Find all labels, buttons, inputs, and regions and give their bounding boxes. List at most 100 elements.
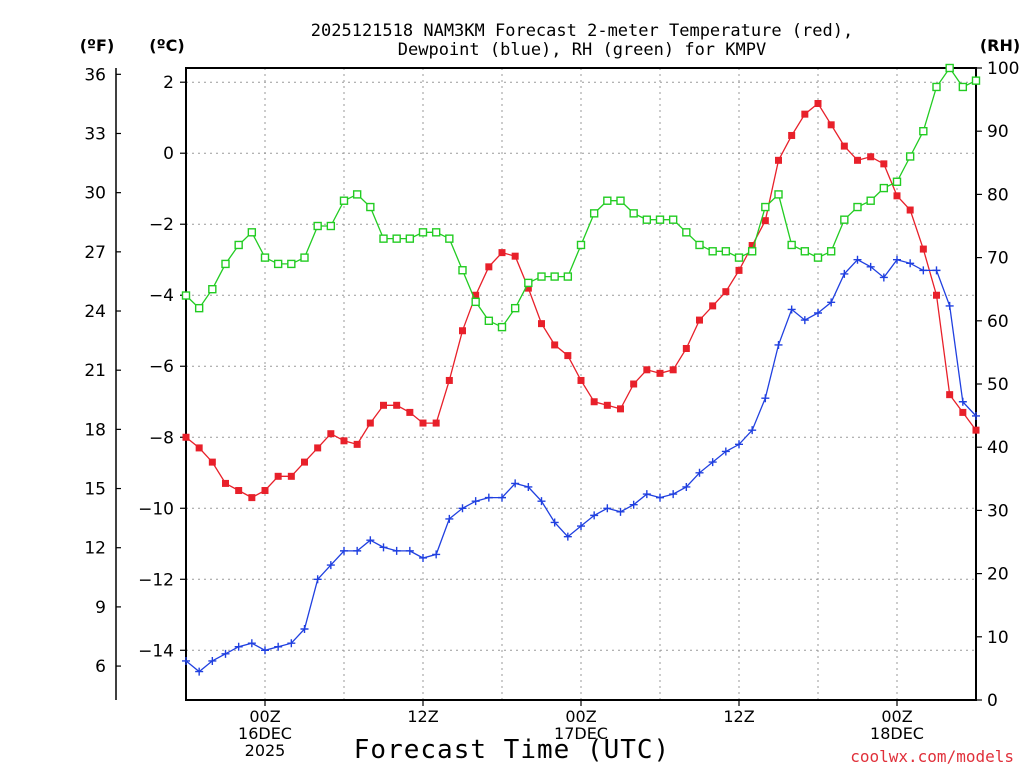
dewpoint-point xyxy=(550,518,559,527)
celsius-tick-label: 0 xyxy=(163,144,174,164)
temperature-point xyxy=(827,121,835,129)
rh-point xyxy=(550,272,559,281)
rh-tick-label: 0 xyxy=(987,691,998,711)
temperature-point xyxy=(709,302,717,310)
dewpoint-point xyxy=(182,656,190,665)
temperature-point xyxy=(222,479,229,487)
temperature-point xyxy=(669,366,677,374)
fahrenheit-tick-label: 30 xyxy=(84,184,106,204)
rh-point xyxy=(524,278,533,288)
dewpoint-point xyxy=(721,447,730,456)
fahrenheit-tick-label: 33 xyxy=(84,124,106,144)
temperature-point xyxy=(182,433,190,441)
rh-point xyxy=(668,215,678,224)
temperature-point xyxy=(761,217,769,225)
temperature-point xyxy=(564,352,572,360)
dewpoint-point xyxy=(642,490,651,499)
rh-tick-label: 40 xyxy=(987,438,1009,458)
rh-point xyxy=(603,196,612,205)
fahrenheit-tick-label: 6 xyxy=(95,657,106,677)
rh-tick-label: 10 xyxy=(987,628,1009,648)
dewpoint-point xyxy=(656,493,664,502)
rh-point xyxy=(379,234,388,243)
celsius-tick-label: −8 xyxy=(149,428,174,448)
dewpoint-point xyxy=(879,273,888,282)
rh-point xyxy=(905,152,915,161)
rh-point xyxy=(866,196,875,205)
temperature-point xyxy=(748,242,756,250)
temperature-point xyxy=(617,405,624,413)
temperature-point xyxy=(854,156,861,164)
rh-point xyxy=(510,303,520,313)
fahrenheit-tick-label: 27 xyxy=(84,243,106,263)
dewpoint-point xyxy=(261,646,269,655)
temperature-point xyxy=(801,110,809,118)
rh-point xyxy=(352,190,362,199)
series-relative-humidity xyxy=(181,63,981,332)
temperature-point xyxy=(880,160,888,168)
temperature-point xyxy=(445,376,453,384)
rh-point xyxy=(892,177,902,186)
rh-point xyxy=(734,253,744,262)
rh-point xyxy=(853,202,862,212)
dewpoint-point xyxy=(326,561,335,570)
dewpoint-point xyxy=(972,411,980,420)
temperature-point xyxy=(261,487,269,495)
temperature-point xyxy=(366,419,374,427)
rh-point xyxy=(576,240,586,250)
rh-point xyxy=(958,82,968,92)
temperature-point xyxy=(472,291,480,299)
dewpoint-point xyxy=(287,639,296,648)
celsius-tick-label: −10 xyxy=(138,499,174,519)
rh-point xyxy=(945,63,954,73)
dewpoint-point xyxy=(511,479,520,488)
rh-point xyxy=(260,253,270,262)
rh-point xyxy=(445,234,454,243)
rh-point xyxy=(181,291,191,300)
fahrenheit-tick-label: 15 xyxy=(84,480,106,500)
temperature-point xyxy=(735,266,743,274)
rh-point xyxy=(708,247,717,256)
rh-point xyxy=(787,240,796,250)
temperature-point xyxy=(840,142,848,150)
dewpoint-point xyxy=(247,639,256,648)
dewpoint-point xyxy=(945,301,954,310)
temperature-point xyxy=(274,472,282,480)
rh-unit-label: (RH) xyxy=(980,36,1020,55)
dewpoint-point xyxy=(866,262,875,271)
chart-title: 2025121518 NAM3KM Forecast 2-meter Tempe… xyxy=(311,21,853,41)
series-layer xyxy=(181,63,981,676)
fahrenheit-tick-label: 21 xyxy=(84,361,106,381)
temperature-point xyxy=(893,192,901,200)
dewpoint-point xyxy=(748,426,757,435)
temperature-point xyxy=(933,291,940,299)
rh-point xyxy=(840,215,849,224)
temperature-point xyxy=(340,437,348,445)
rh-point xyxy=(813,253,823,262)
temperature-point xyxy=(485,263,493,271)
fahrenheit-tick-label: 36 xyxy=(84,65,106,85)
rh-point xyxy=(497,322,507,332)
rh-tick-label: 80 xyxy=(987,185,1009,205)
rh-point xyxy=(932,82,941,92)
temperature-point xyxy=(538,320,545,328)
temperature-point xyxy=(919,245,927,253)
rh-point xyxy=(339,196,349,205)
rh-point xyxy=(300,253,309,262)
temperature-point xyxy=(393,401,401,409)
dewpoint-point xyxy=(300,624,309,633)
temperature-point xyxy=(722,288,730,296)
rh-point xyxy=(589,209,599,218)
temperature-point xyxy=(682,344,690,352)
dewpoint-point xyxy=(563,532,572,541)
temperature-point xyxy=(459,327,466,335)
rh-point xyxy=(642,215,652,224)
celsius-tick-label: −2 xyxy=(149,215,174,235)
fahrenheit-tick-label: 12 xyxy=(84,539,106,559)
celsius-tick-label: −6 xyxy=(149,357,174,377)
rh-point xyxy=(221,259,230,269)
dewpoint-point xyxy=(498,493,506,502)
rh-tick-label: 100 xyxy=(987,59,1019,79)
